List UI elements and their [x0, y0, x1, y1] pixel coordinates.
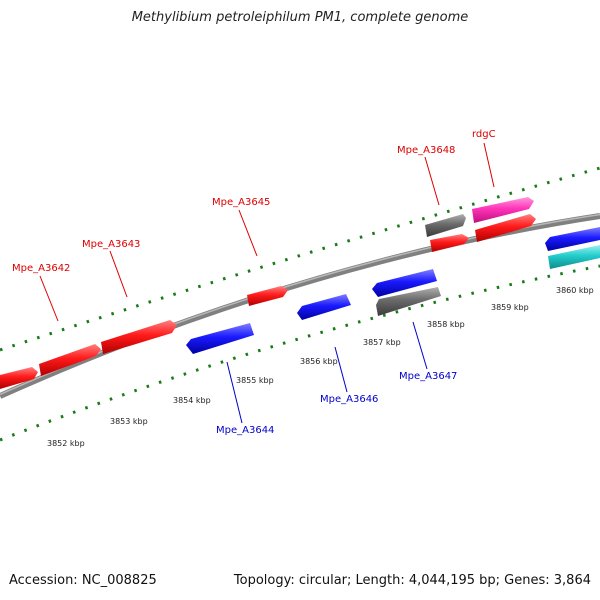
gene-arrow[interactable]: [0, 367, 38, 389]
label-connector: [238, 209, 258, 257]
gene-label: Mpe_A3646: [320, 394, 378, 405]
label-connector: [226, 361, 243, 424]
scale-label: 3855 kbp: [236, 376, 274, 385]
gene-arrow[interactable]: [247, 286, 288, 306]
gene-label: Mpe_A3642: [12, 263, 70, 274]
gene-label: rdgC: [472, 129, 496, 140]
upper-tick-track: [0, 166, 600, 352]
gene-label: Mpe_A3647: [399, 371, 457, 382]
scale-label: 3856 kbp: [300, 357, 338, 366]
gene-label: Mpe_A3643: [82, 239, 140, 250]
label-connector: [412, 321, 428, 370]
scale-label: 3853 kbp: [110, 417, 148, 426]
gene-arrow[interactable]: [376, 287, 441, 316]
gene-arrow[interactable]: [475, 214, 536, 242]
gene-arrow[interactable]: [39, 344, 101, 376]
genome-summary: Topology: circular; Length: 4,044,195 bp…: [233, 573, 591, 588]
accession-text: Accession: NC_008825: [9, 573, 157, 588]
label-connector: [483, 142, 495, 188]
gene-arrow[interactable]: [430, 234, 469, 252]
scale-label: 3858 kbp: [427, 320, 465, 329]
gene-arrow[interactable]: [297, 294, 351, 320]
gene-label: Mpe_A3644: [216, 425, 274, 436]
label-connector: [334, 346, 348, 393]
scale-label: 3852 kbp: [47, 439, 85, 448]
label-connector: [109, 250, 128, 298]
label-connector: [424, 156, 440, 206]
gene-arrow[interactable]: [186, 323, 254, 354]
scale-label: 3860 kbp: [556, 286, 594, 295]
scale-label: 3857 kbp: [363, 338, 401, 347]
label-connector: [39, 275, 59, 322]
gene-arrow[interactable]: [101, 320, 177, 354]
gene-arrow[interactable]: [548, 245, 600, 269]
genome-title: Methylibium petroleiphilum PM1, complete…: [131, 10, 469, 25]
gene-arrow[interactable]: [472, 197, 534, 223]
gene-arrow[interactable]: [372, 269, 437, 297]
gene-arrow[interactable]: [425, 214, 466, 237]
gene-label: Mpe_A3648: [397, 145, 455, 156]
gene-arrow[interactable]: [545, 227, 600, 251]
scale-label: 3854 kbp: [173, 396, 211, 405]
scale-label: 3859 kbp: [491, 303, 529, 312]
gene-label: Mpe_A3645: [212, 197, 270, 208]
